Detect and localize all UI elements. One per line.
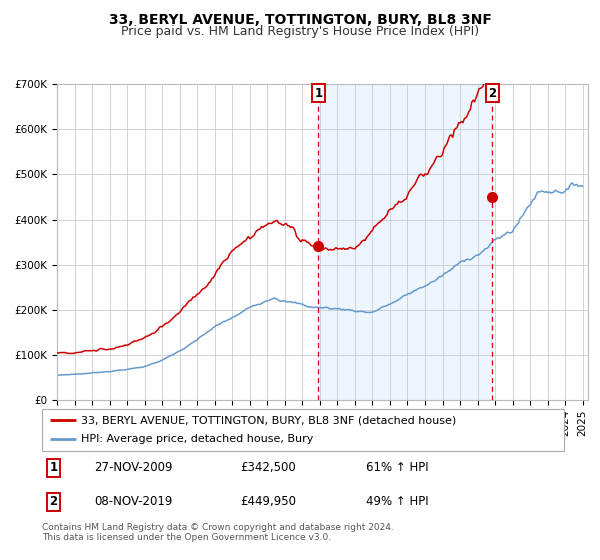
Text: 33, BERYL AVENUE, TOTTINGTON, BURY, BL8 3NF: 33, BERYL AVENUE, TOTTINGTON, BURY, BL8 … xyxy=(109,13,491,27)
Text: 08-NOV-2019: 08-NOV-2019 xyxy=(94,496,173,508)
Text: HPI: Average price, detached house, Bury: HPI: Average price, detached house, Bury xyxy=(81,434,314,444)
Text: Price paid vs. HM Land Registry's House Price Index (HPI): Price paid vs. HM Land Registry's House … xyxy=(121,25,479,38)
Bar xyxy=(319,84,493,400)
Text: 49% ↑ HPI: 49% ↑ HPI xyxy=(365,496,428,508)
Text: 1: 1 xyxy=(49,461,58,474)
Text: 61% ↑ HPI: 61% ↑ HPI xyxy=(365,461,428,474)
Text: Contains HM Land Registry data © Crown copyright and database right 2024.: Contains HM Land Registry data © Crown c… xyxy=(42,523,394,532)
FancyBboxPatch shape xyxy=(42,409,564,451)
Text: 33, BERYL AVENUE, TOTTINGTON, BURY, BL8 3NF (detached house): 33, BERYL AVENUE, TOTTINGTON, BURY, BL8 … xyxy=(81,415,457,425)
Text: 1: 1 xyxy=(314,87,323,100)
Text: 2: 2 xyxy=(49,496,58,508)
Text: 2: 2 xyxy=(488,87,497,100)
Text: 27-NOV-2009: 27-NOV-2009 xyxy=(94,461,173,474)
Text: This data is licensed under the Open Government Licence v3.0.: This data is licensed under the Open Gov… xyxy=(42,533,331,542)
Text: £342,500: £342,500 xyxy=(241,461,296,474)
Text: £449,950: £449,950 xyxy=(241,496,296,508)
